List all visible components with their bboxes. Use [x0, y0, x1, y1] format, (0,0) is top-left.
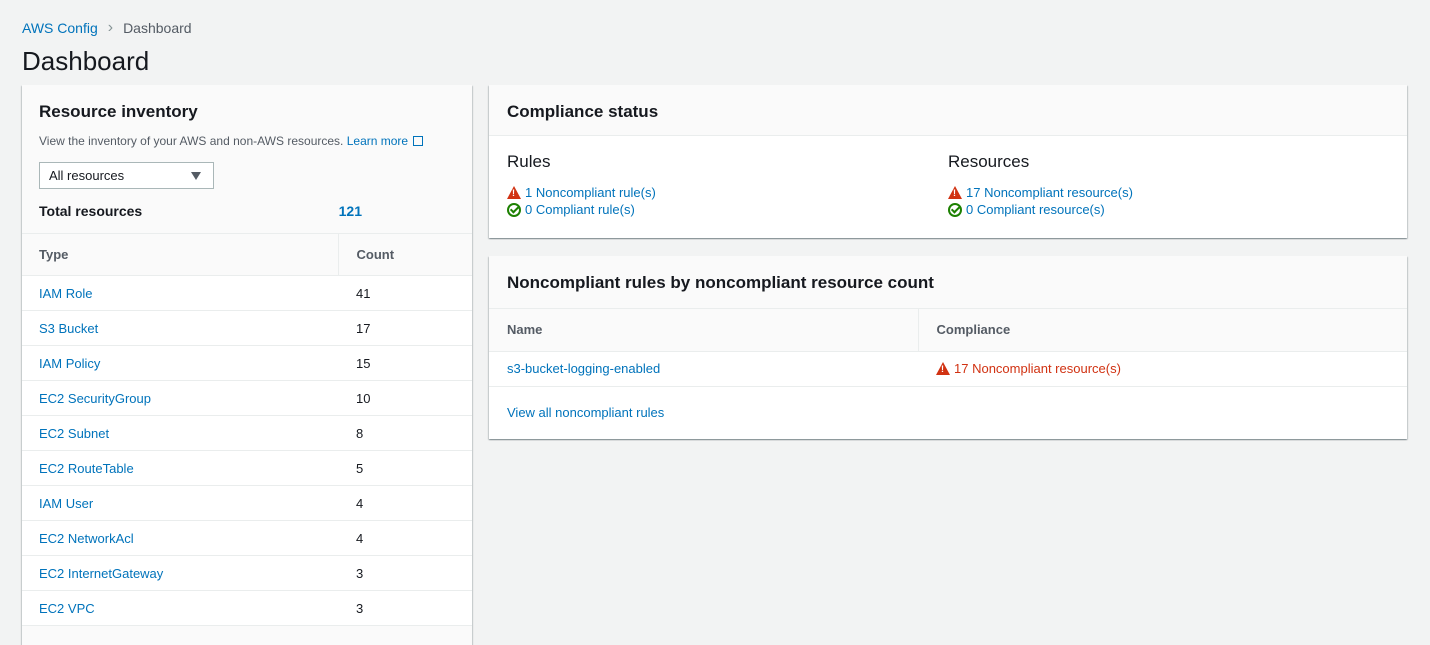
resource-type-link[interactable]: EC2 RouteTable — [39, 460, 134, 476]
resource-type-link[interactable]: IAM Policy — [39, 355, 101, 371]
resource-count: 8 — [338, 415, 472, 451]
resource-count: 41 — [338, 275, 472, 311]
rule-name-link[interactable]: s3-bucket-logging-enabled — [507, 361, 661, 376]
resource-type-link[interactable]: EC2 InternetGateway — [39, 565, 164, 581]
warning-icon — [948, 186, 962, 199]
external-link-icon — [413, 136, 424, 146]
table-row: IAM Policy 15 — [22, 345, 472, 381]
resource-count: 15 — [338, 345, 472, 381]
caret-down-icon — [191, 172, 201, 180]
resource-count: 3 — [338, 590, 472, 626]
table-row: EC2 SecurityGroup 10 — [22, 380, 472, 416]
resource-type-link[interactable]: S3 Bucket — [39, 320, 99, 336]
table-row: IAM Role 41 — [22, 275, 472, 311]
total-resources-value[interactable]: 121 — [338, 203, 362, 219]
learn-more-label: Learn more — [346, 134, 409, 148]
column-name[interactable]: Name — [489, 309, 918, 352]
resource-type-link[interactable]: EC2 NetworkAcl — [39, 530, 134, 546]
noncompliant-rules-panel: Noncompliant rules by noncompliant resou… — [489, 256, 1407, 439]
resource-type-link[interactable]: IAM User — [39, 495, 94, 511]
compliance-status-panel: Compliance status Rules 1 Noncompliant r… — [489, 85, 1407, 238]
resource-count: 4 — [338, 485, 472, 521]
table-row: EC2 InternetGateway 3 — [22, 555, 472, 591]
select-value: All resources — [49, 168, 125, 183]
check-circle-icon — [507, 202, 521, 217]
resource-count: 3 — [338, 555, 472, 591]
learn-more-link[interactable]: Learn more — [346, 134, 424, 148]
table-row: EC2 Subnet 8 — [22, 415, 472, 451]
table-row: EC2 VPC 3 — [22, 590, 472, 626]
resource-count: 17 — [338, 310, 472, 346]
inventory-description: View the inventory of your AWS and non-A… — [39, 134, 344, 148]
column-type[interactable]: Type — [22, 233, 338, 276]
compliance-value: 17 Noncompliant resource(s) — [954, 361, 1121, 376]
table-row: s3-bucket-logging-enabled 17 Noncomplian… — [489, 351, 1407, 387]
chevron-right-icon: › — [107, 19, 114, 36]
resource-inventory-panel: Resource inventory View the inventory of… — [22, 85, 472, 645]
warning-icon — [936, 362, 950, 375]
column-compliance[interactable]: Compliance — [917, 309, 1407, 352]
resource-type-link[interactable]: EC2 Subnet — [39, 425, 110, 441]
table-row: EC2 NetworkAcl 4 — [22, 520, 472, 556]
noncompliant-rules-table: Name Compliance s3-bucket-logging-enabled… — [489, 309, 1407, 387]
rules-heading: Rules — [507, 152, 551, 171]
resources-heading: Resources — [948, 152, 1030, 171]
compliant-rules-link[interactable]: 0 Compliant rule(s) — [525, 202, 635, 217]
resource-type-link[interactable]: EC2 SecurityGroup — [39, 390, 151, 406]
total-resources-label: Total resources — [39, 203, 143, 219]
page-title: Dashboard — [22, 46, 150, 76]
column-count[interactable]: Count — [337, 233, 472, 276]
table-row: EC2 RouteTable 5 — [22, 450, 472, 486]
panel-title: Noncompliant rules by noncompliant resou… — [489, 256, 1407, 309]
resource-type-link[interactable]: EC2 VPC — [39, 600, 95, 616]
noncompliant-resources-link[interactable]: 17 Noncompliant resource(s) — [966, 185, 1133, 200]
resource-filter-select[interactable]: All resources — [39, 162, 214, 189]
check-circle-icon — [948, 202, 962, 217]
inventory-table: Type Count IAM Role 41 S3 Bucket 17 IAM Polic… — [22, 233, 472, 626]
resource-count: 10 — [338, 380, 472, 416]
panel-title: Resource inventory — [39, 102, 198, 121]
compliant-resources-link[interactable]: 0 Compliant resource(s) — [966, 202, 1105, 217]
table-row: IAM User 4 — [22, 485, 472, 521]
resource-count: 5 — [338, 450, 472, 486]
view-all-noncompliant-rules-link[interactable]: View all noncompliant rules — [507, 404, 665, 420]
resource-count: 4 — [338, 520, 472, 556]
noncompliant-rules-link[interactable]: 1 Noncompliant rule(s) — [525, 185, 656, 200]
resource-type-link[interactable]: IAM Role — [39, 285, 93, 301]
table-row: S3 Bucket 17 — [22, 310, 472, 346]
breadcrumb: AWS Config › Dashboard — [22, 19, 192, 37]
panel-title: Compliance status — [489, 85, 1407, 136]
breadcrumb-aws-config[interactable]: AWS Config — [22, 20, 98, 36]
breadcrumb-current: Dashboard — [123, 20, 192, 36]
warning-icon — [507, 186, 521, 199]
